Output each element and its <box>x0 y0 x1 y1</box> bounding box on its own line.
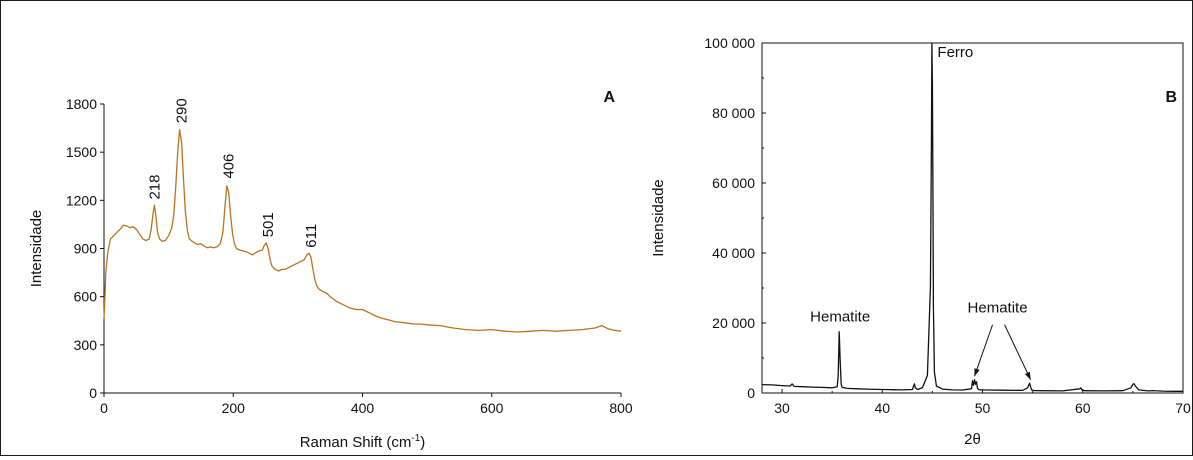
panel-b-series-line <box>761 42 1183 392</box>
panel-b-y-axis-title: Intensidade <box>650 179 667 257</box>
panel-a-panel-letter: A <box>603 89 615 106</box>
panel-a-y-tick-label: 300 <box>74 337 98 353</box>
panel-b-arrow-head <box>974 368 980 377</box>
panel-b-y-tick-label: 100 000 <box>704 35 755 51</box>
panel-b-arrow-head <box>1024 371 1031 380</box>
panel-b-y-tick-label: 60 000 <box>712 175 755 191</box>
panel-a-y-tick-label: 1800 <box>66 96 97 112</box>
panel-a-y-tick-label: 600 <box>74 289 98 305</box>
panel-a-x-tick-label: 200 <box>222 400 246 416</box>
panel-a-peak-label: 406 <box>221 154 238 179</box>
panel-b-annotation-label: Ferro <box>937 44 973 61</box>
panel-a-peak-label: 501 <box>260 212 277 237</box>
panel-b-y-tick-label: 80 000 <box>712 105 755 121</box>
panel-b-annotation-label: Hematite <box>810 308 870 325</box>
panel-b-arrow-shaft <box>974 324 994 377</box>
panel-a-peak-label: 218 <box>146 175 163 200</box>
panel-a-y-tick-label: 1200 <box>66 192 97 208</box>
panel-b-frame <box>761 42 1184 394</box>
panel-a-y-axis-title: Intensidade <box>28 210 45 288</box>
panel-a-series-line <box>103 129 622 333</box>
panel-b-x-tick-label: 70 <box>1175 400 1191 416</box>
panel-b-y-tick-label: 40 000 <box>712 245 755 261</box>
panel-a-y-tick-label: 900 <box>74 241 98 257</box>
panel-b-x-tick-label: 30 <box>774 400 790 416</box>
panel-a-x-tick-label: 0 <box>100 400 108 416</box>
panel-b-y-tick-label: 20 000 <box>712 315 755 331</box>
panel-b-x-axis-title: 2θ <box>964 431 981 448</box>
panel-b-y-tick-label: 0 <box>747 385 755 401</box>
panel-b-x-tick-label: 40 <box>874 400 890 416</box>
panel-a-x-tick-label: 600 <box>480 400 504 416</box>
panel-a-x-axis-title: Raman Shift (cm-1) <box>300 433 426 451</box>
panel-a-x-tick-label: 800 <box>609 400 633 416</box>
panel-b-panel-letter: B <box>1165 89 1177 106</box>
panel-a-peak-label: 611 <box>303 224 320 248</box>
panel-b-x-tick-label: 60 <box>1075 400 1091 416</box>
panel-b-arrow-shaft <box>1004 324 1032 380</box>
panel-b-x-tick-label: 50 <box>975 400 991 416</box>
panel-a-x-tick-label: 400 <box>351 400 375 416</box>
panel-a-peak-label: 290 <box>174 98 191 123</box>
panel-a-y-tick-label: 0 <box>89 385 97 401</box>
panel-b-annotation-label: Hematite <box>968 300 1028 317</box>
panel-a-y-tick-label: 1500 <box>66 144 97 160</box>
